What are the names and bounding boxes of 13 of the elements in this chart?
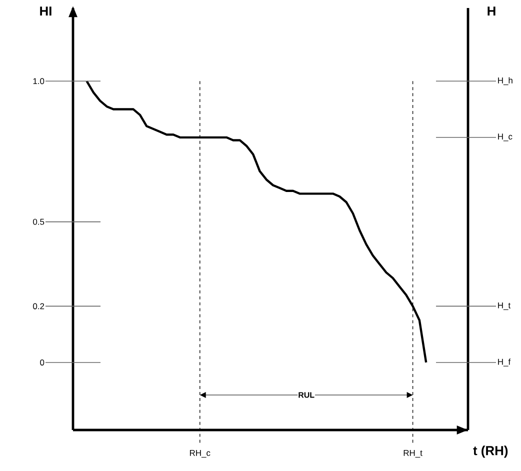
y2-axis-title: H: [488, 6, 496, 16]
ref-line-label: H_c: [498, 134, 512, 142]
x-tick-label: RH_t: [404, 450, 422, 458]
y-tick-label: 0: [40, 359, 44, 366]
y-tick-label: 1.0: [33, 78, 44, 84]
y-axis-title: HI: [40, 6, 52, 16]
x-axis-title: t (RH): [473, 446, 508, 458]
ref-line-label: H_t: [498, 302, 511, 310]
y-tick-label: 0.2: [33, 303, 44, 310]
ref-line-label: H_h: [498, 77, 512, 86]
y-tick-label: 0.5: [33, 218, 44, 225]
ref-line-label: H_f: [498, 358, 511, 366]
x-tick-label: RH_c: [190, 450, 210, 458]
